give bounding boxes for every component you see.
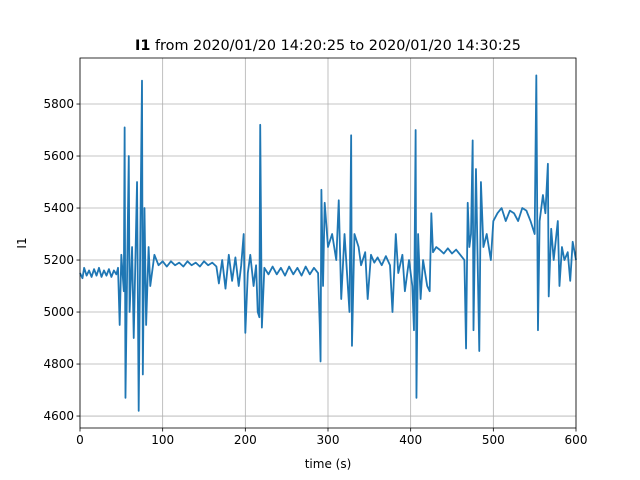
chart-title: I1 from 2020/01/20 14:20:25 to 2020/01/2… (135, 38, 521, 54)
y-tick-label: 5400 (43, 201, 74, 215)
y-axis-label: I1 (15, 237, 29, 248)
title-text: from 2020/01/20 14:20:25 to 2020/01/20 1… (155, 38, 521, 54)
x-tick-label: 0 (76, 433, 84, 447)
y-tick-label: 4600 (43, 409, 74, 423)
y-tick-label: 5800 (43, 97, 74, 111)
x-tick-label: 200 (234, 433, 257, 447)
x-tick-label: 300 (317, 433, 340, 447)
plot-frame (79, 57, 577, 429)
x-tick-label: 600 (565, 433, 588, 447)
x-tick-label: 500 (482, 433, 505, 447)
y-tick-label: 4800 (43, 357, 74, 371)
x-axis-label: time (s) (305, 457, 352, 471)
x-tick-label: 400 (399, 433, 422, 447)
y-tick-label: 5200 (43, 253, 74, 267)
y-tick-label: 5000 (43, 305, 74, 319)
title-bold: I1 (135, 38, 150, 54)
x-tick-label: 100 (151, 433, 174, 447)
y-tick-label: 5600 (43, 149, 74, 163)
data-line (79, 74, 577, 412)
